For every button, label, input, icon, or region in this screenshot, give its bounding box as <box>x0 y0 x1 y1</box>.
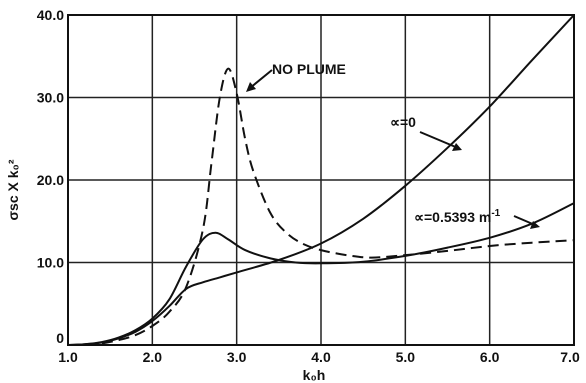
plot-frame <box>67 14 575 346</box>
x-tick-labels: 1.0 2.0 3.0 4.0 5.0 6.0 7.0 <box>58 349 580 365</box>
x-tick-label: 3.0 <box>227 349 247 365</box>
y-tick-label: 40.0 <box>37 7 64 23</box>
annotation-no-plume: NO PLUME <box>272 61 346 77</box>
annotation-no-plume-arrowhead <box>246 82 256 92</box>
series-line-no-plume <box>67 67 575 346</box>
x-tick-label: 5.0 <box>396 349 416 365</box>
annotation-alpha-superscript: -1 <box>491 208 500 219</box>
x-tick-label: 4.0 <box>311 349 331 365</box>
y-tick-label: 20.0 <box>37 172 64 188</box>
y-axis-label: σsc X k₀² <box>5 159 21 220</box>
x-axis-label: k₀h <box>303 367 326 383</box>
y-tick-label: 30.0 <box>37 90 64 106</box>
annotation-alpha-zero-arrowhead <box>452 143 462 151</box>
y-tick-label: 10.0 <box>37 255 64 271</box>
y-tick-labels: 0 10.0 20.0 30.0 40.0 <box>37 7 64 346</box>
annotation-no-plume-arrow <box>249 69 273 89</box>
x-tick-label: 1.0 <box>58 349 78 365</box>
annotation-alpha-value-arrowhead <box>530 221 540 229</box>
x-tick-label: 2.0 <box>143 349 163 365</box>
x-tick-label: 6.0 <box>480 349 500 365</box>
series-line-alpha-0-5393 <box>67 202 575 346</box>
annotation-alpha-value: ∝=0.5393 m-1 <box>414 208 501 225</box>
annotation-alpha-zero-arrow <box>419 131 459 149</box>
series-layer <box>67 14 575 346</box>
x-tick-label: 7.0 <box>560 349 580 365</box>
annotation-alpha-value-arrow <box>513 215 536 226</box>
annotation-alpha-zero: ∝=0 <box>390 114 416 130</box>
y-tick-label: 0 <box>56 330 64 346</box>
